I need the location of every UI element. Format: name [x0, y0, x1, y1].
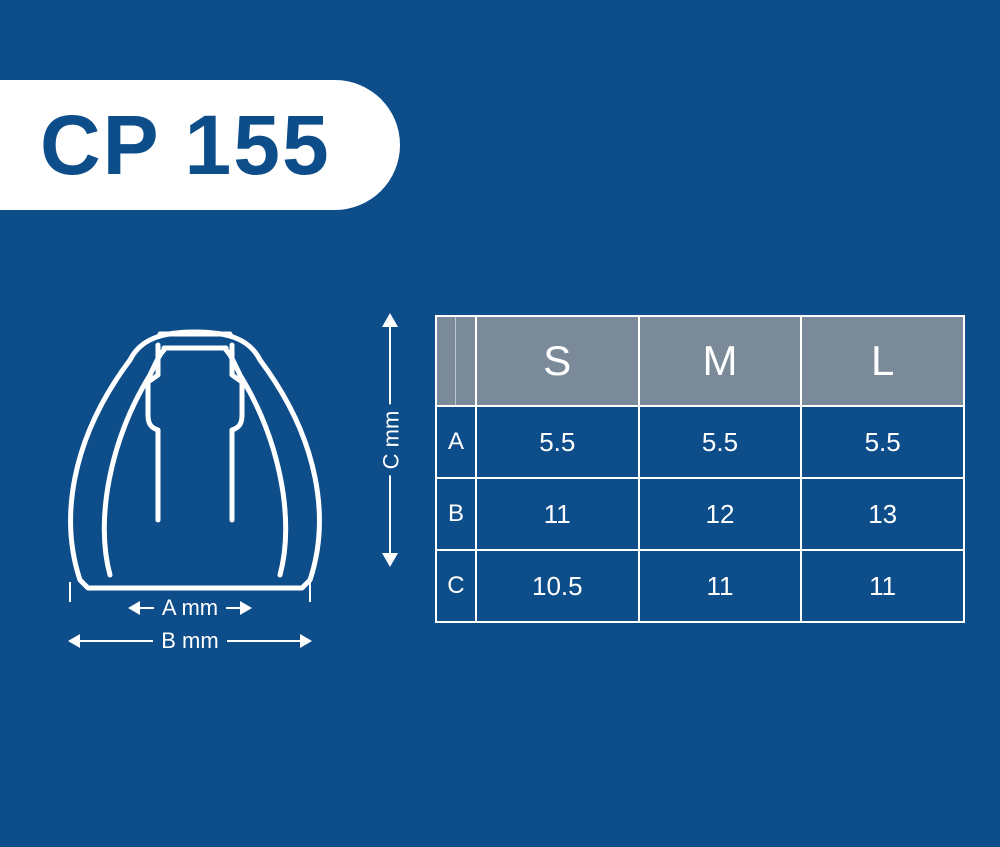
table-row: B 11 12 13	[436, 478, 964, 550]
row-header-c: C	[436, 550, 476, 622]
table-row: A 5.5 5.5 5.5	[436, 406, 964, 478]
dimension-c: C mm	[360, 315, 420, 565]
cell-a-m: 5.5	[639, 406, 802, 478]
spec-table: S M L A 5.5 5.5 5.5 B 11 12 13 C 10.5 11…	[435, 315, 965, 623]
dimension-a: A mm	[130, 595, 250, 621]
product-title: CP 155	[40, 97, 331, 194]
dimension-c-label: C mm	[376, 405, 406, 476]
dimension-b-tick-right	[309, 582, 311, 602]
cell-c-l: 11	[801, 550, 964, 622]
col-header-l: L	[801, 316, 964, 406]
cell-c-m: 11	[639, 550, 802, 622]
cell-a-l: 5.5	[801, 406, 964, 478]
dimension-b-label: B mm	[153, 628, 226, 654]
col-header-s: S	[476, 316, 639, 406]
row-header-a: A	[436, 406, 476, 478]
col-header-m: M	[639, 316, 802, 406]
table-corner-cell	[436, 316, 476, 406]
cell-b-s: 11	[476, 478, 639, 550]
dimension-b: B mm	[70, 628, 310, 654]
product-title-pill: CP 155	[0, 80, 400, 210]
cell-c-s: 10.5	[476, 550, 639, 622]
dimension-b-tick-left	[69, 582, 71, 602]
cell-b-l: 13	[801, 478, 964, 550]
table-row: C 10.5 11 11	[436, 550, 964, 622]
row-header-b: B	[436, 478, 476, 550]
dimension-a-label: A mm	[154, 595, 226, 621]
cell-a-s: 5.5	[476, 406, 639, 478]
cell-b-m: 12	[639, 478, 802, 550]
table-header-row: S M L	[436, 316, 964, 406]
